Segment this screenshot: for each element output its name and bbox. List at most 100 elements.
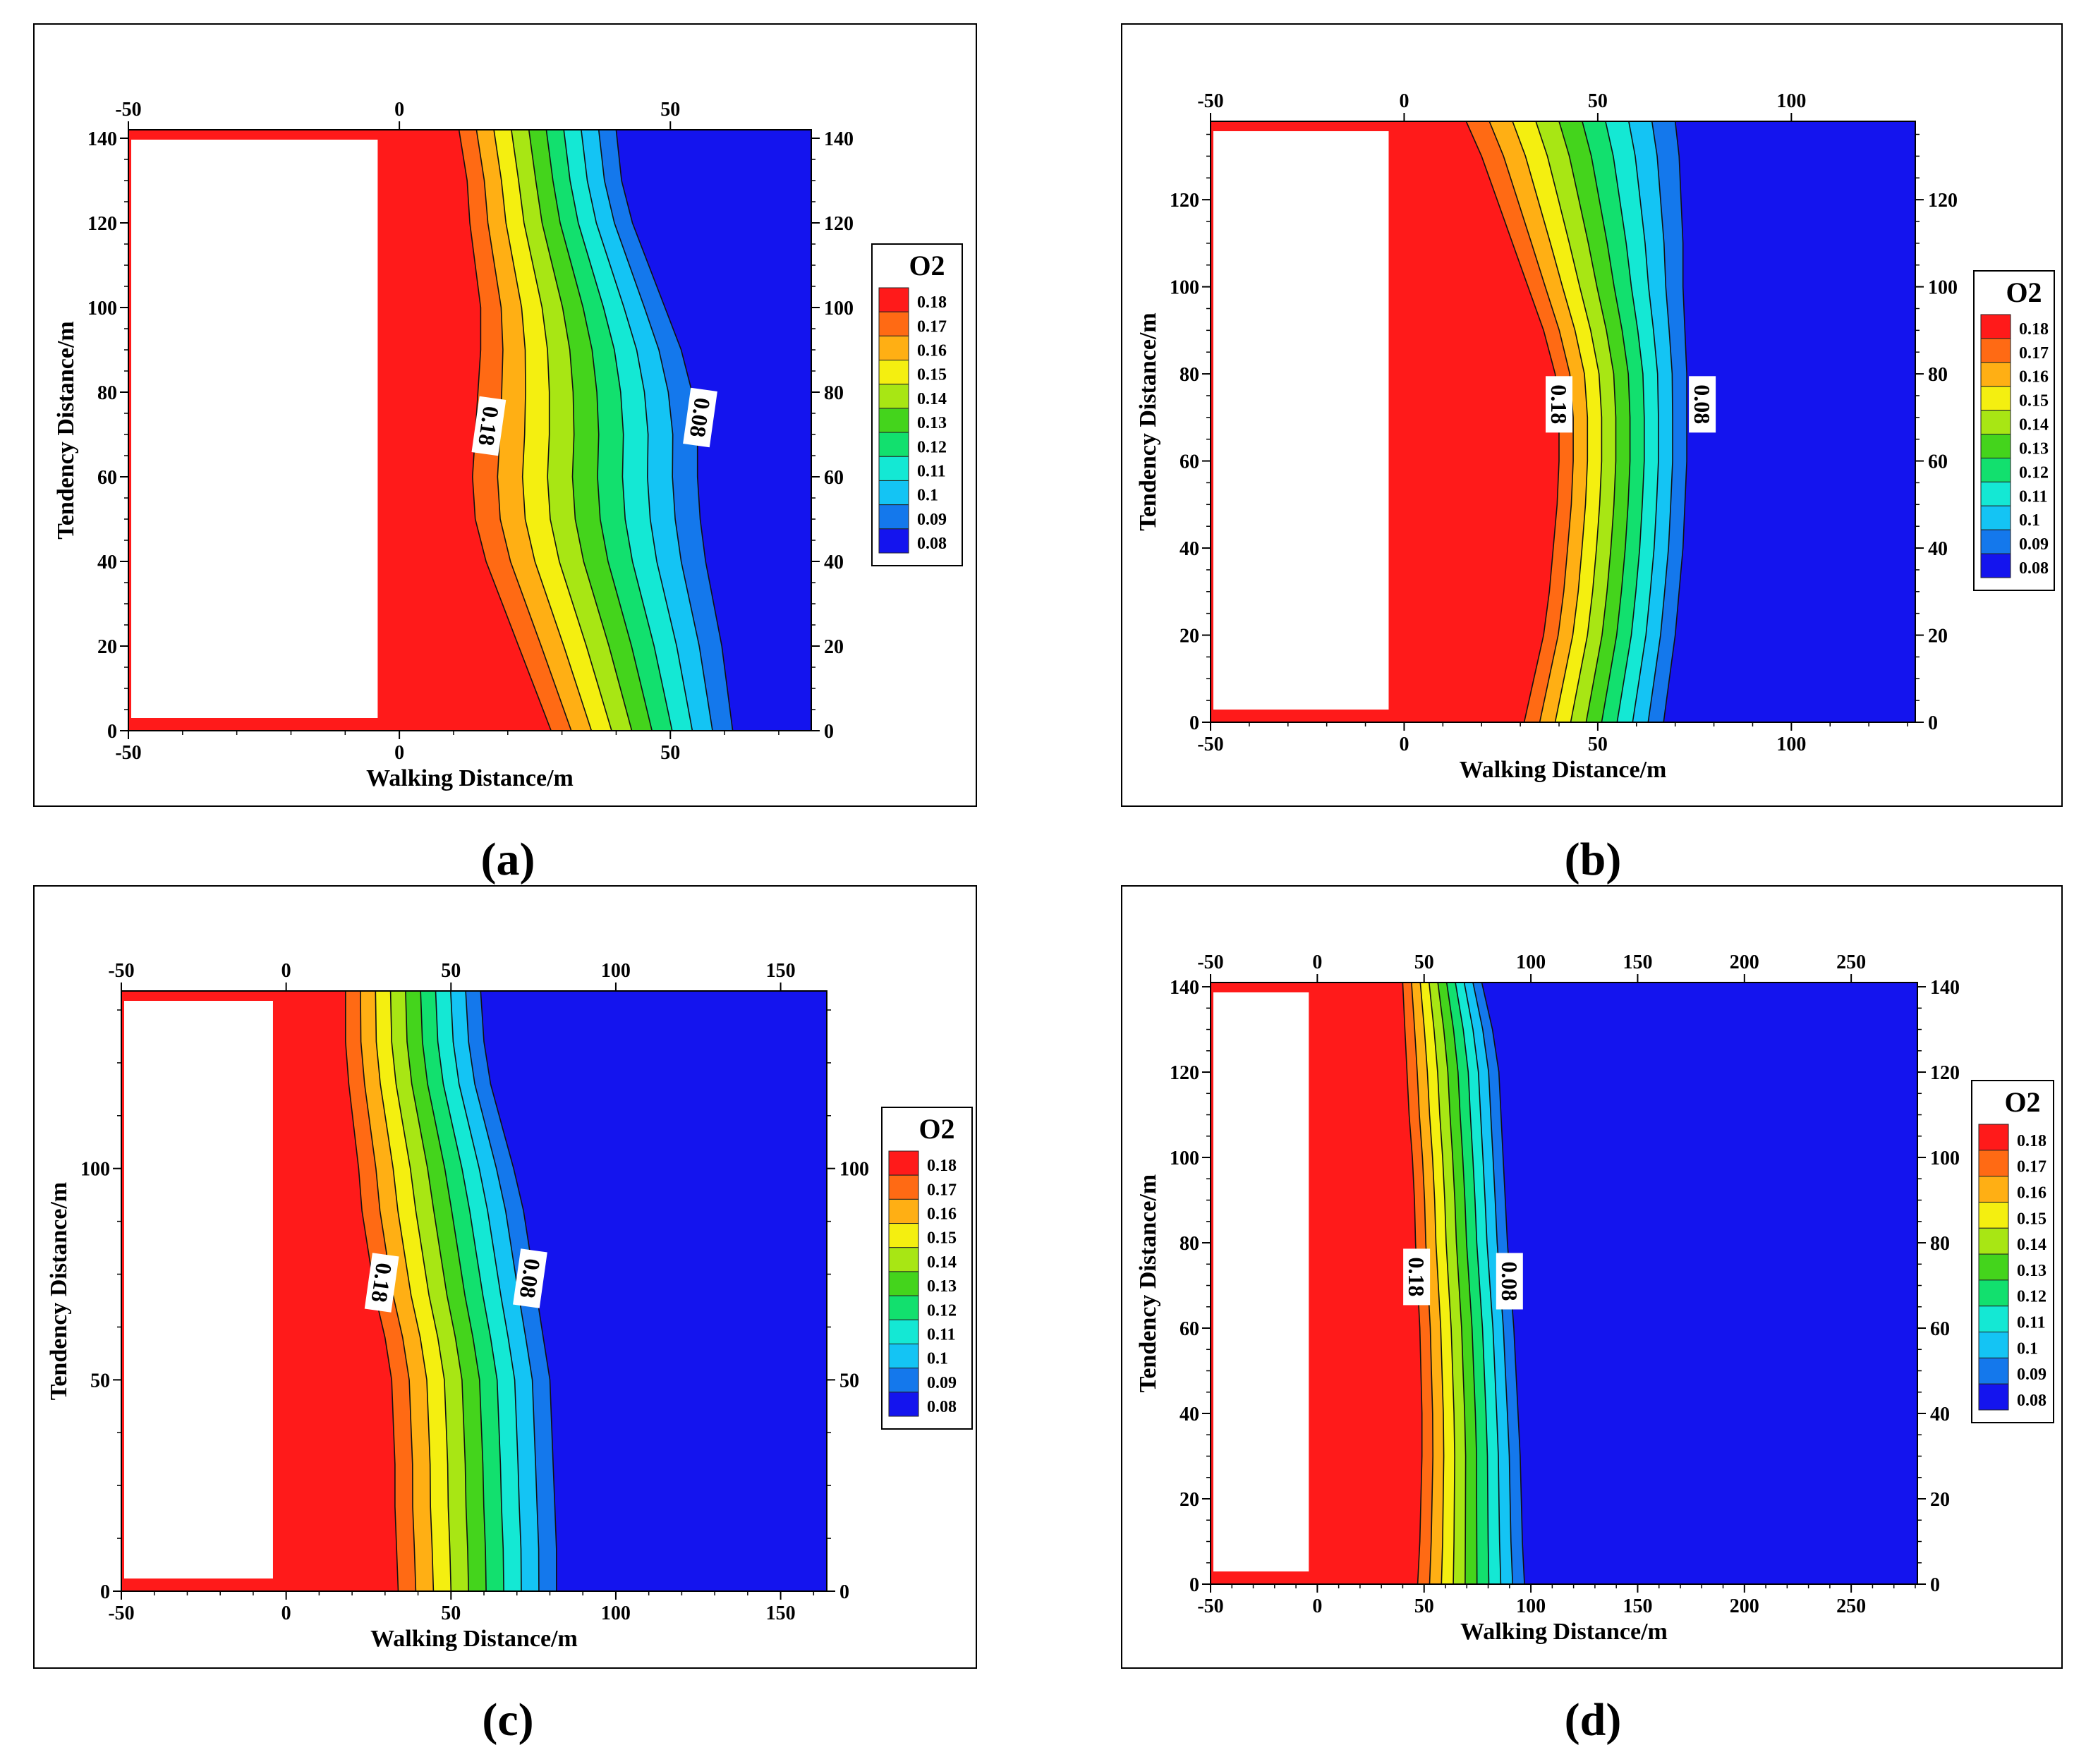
legend-swatch	[878, 528, 909, 554]
y-tick-label: 140	[87, 128, 117, 150]
legend-swatch	[1980, 553, 2011, 578]
contour-line	[1535, 121, 1603, 723]
contour-line	[581, 129, 693, 731]
legend-label: 0.08	[927, 1398, 957, 1416]
x-tick-label-top: -50	[115, 99, 141, 121]
y-tick-label: 100	[80, 1159, 110, 1181]
contour-line	[1429, 982, 1455, 1585]
contour-line	[450, 990, 522, 1592]
legend-swatch	[1980, 338, 2011, 363]
x-tick-label-top: 200	[1730, 951, 1759, 973]
legend-swatch	[1978, 1201, 2009, 1229]
x-tick-label: 250	[1836, 1595, 1866, 1617]
obstacle-block	[124, 1001, 273, 1579]
legend-label: 0.12	[917, 438, 947, 456]
y-tick-label-right: 0	[824, 721, 834, 743]
y-tick-label: 0	[107, 721, 117, 743]
contour-label: 0.18	[1403, 1248, 1431, 1306]
legend-label: 0.08	[2019, 559, 2049, 578]
x-tick-label: 0	[281, 1602, 291, 1624]
legend-label: 0.1	[2019, 511, 2040, 530]
contour-label-bg	[471, 396, 507, 456]
contour-label: 0.18	[1546, 376, 1573, 433]
y-axis-title: Tendency Distance/m	[46, 1182, 72, 1400]
legend-swatch	[888, 1319, 919, 1344]
contour-band	[375, 991, 451, 1591]
legend-label: 0.1	[2017, 1339, 2038, 1358]
contour-line	[1628, 121, 1659, 723]
legend-label: 0.12	[2017, 1288, 2046, 1306]
legend-label: 0.18	[917, 293, 947, 312]
legend-swatch	[878, 432, 909, 457]
legend-label: 0.08	[917, 535, 947, 553]
legend-label: 0.14	[2019, 416, 2049, 434]
legend-label: 0.09	[917, 511, 947, 529]
y-tick-label: 100	[87, 298, 117, 320]
y-tick-label: 20	[1180, 1489, 1199, 1511]
legend-swatch	[878, 287, 909, 312]
plot-border	[128, 129, 812, 731]
contour-label-bg	[1546, 376, 1573, 433]
contour-label-text: 0.08	[515, 1257, 545, 1299]
y-tick-label-right: 40	[1930, 1404, 1950, 1425]
contour-label-bg	[1403, 1248, 1431, 1306]
legend-label: 0.16	[2017, 1184, 2046, 1202]
contour-band	[511, 130, 632, 731]
x-tick-label-top: 250	[1836, 951, 1866, 973]
y-tick-label: 120	[1170, 190, 1199, 212]
x-axis-title: Walking Distance/m	[370, 1626, 578, 1652]
legend-label: 0.15	[917, 366, 947, 384]
y-tick-label-right: 20	[1930, 1489, 1950, 1511]
y-tick-label: 0	[1189, 1574, 1199, 1596]
contour-label: 0.08	[513, 1248, 547, 1308]
legend-label: 0.13	[927, 1277, 957, 1296]
contour-line	[420, 990, 487, 1592]
x-tick-label: -50	[1197, 1595, 1223, 1617]
y-tick-label-right: 140	[824, 128, 854, 150]
y-tick-label: 40	[1180, 538, 1199, 560]
legend-swatch	[888, 1150, 919, 1176]
y-tick-label-right: 60	[1928, 451, 1948, 473]
x-tick-label: 100	[1776, 734, 1806, 755]
legend-swatch	[888, 1223, 919, 1248]
legend-swatch	[878, 384, 909, 409]
legend-label: 0.13	[2019, 439, 2049, 458]
contour-line	[493, 129, 593, 731]
legend-label: 0.15	[2017, 1210, 2046, 1228]
contour-label-bg	[683, 387, 717, 448]
contour-band	[1536, 121, 1616, 722]
legend-swatch	[1978, 1176, 2009, 1203]
y-axis-title: Tendency Distance/m	[53, 321, 79, 539]
contour-line	[1512, 121, 1589, 723]
legend-swatch	[1980, 362, 2011, 387]
contour-label-bg	[1496, 1253, 1523, 1310]
x-tick-label: 150	[766, 1602, 796, 1624]
contour-band	[1582, 121, 1644, 722]
y-tick-label: 80	[97, 382, 117, 404]
x-tick-label: -50	[115, 742, 141, 764]
contour-line	[1463, 982, 1502, 1585]
contour-band	[1648, 121, 1687, 722]
contour-band	[1411, 983, 1444, 1584]
y-tick-label-right: 0	[1930, 1574, 1940, 1596]
y-tick-label-right: 60	[1930, 1318, 1950, 1340]
plot-border	[121, 990, 827, 1592]
legend-label: 0.17	[2017, 1158, 2046, 1176]
legend-swatch	[1978, 1279, 2009, 1307]
contour-label-text: 0.18	[473, 405, 504, 447]
legend-title: O2	[909, 250, 945, 281]
caption-b: (b)	[1565, 834, 1622, 885]
contour-band	[546, 130, 672, 731]
plot-border	[1210, 982, 1918, 1585]
x-tick-label: 50	[1414, 1595, 1434, 1617]
contour-band	[1473, 983, 1524, 1584]
contour-label: 0.08	[683, 387, 717, 448]
x-tick-label: 200	[1730, 1595, 1759, 1617]
y-tick-label-right: 80	[1930, 1233, 1950, 1255]
contour-label-bg	[364, 1253, 399, 1313]
legend-label: 0.14	[2017, 1236, 2046, 1254]
x-tick-label-top: 150	[766, 960, 796, 982]
x-tick-label-top: -50	[1197, 90, 1223, 112]
